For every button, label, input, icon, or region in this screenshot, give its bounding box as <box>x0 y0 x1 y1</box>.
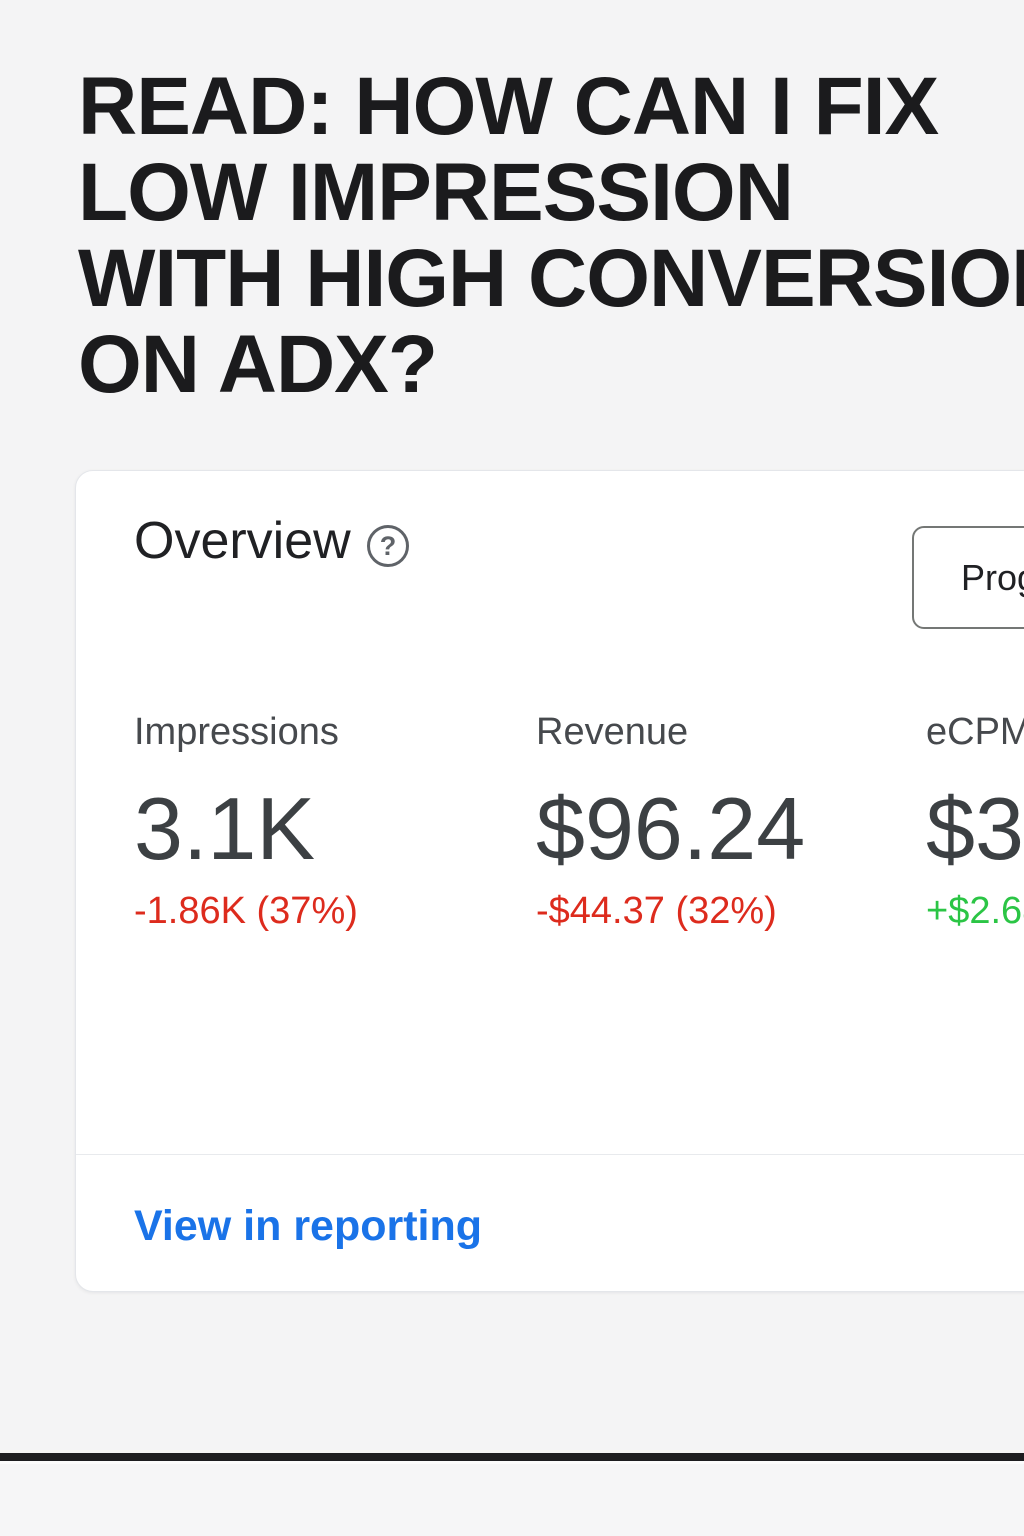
article-title-line-3: WITH HIGH CONVERSION <box>78 233 1024 324</box>
metric-label: Revenue <box>536 711 689 753</box>
metric-delta: +$2.68 <box>926 890 1024 932</box>
overview-heading: Overview <box>134 512 351 570</box>
metric-label: eCPM <box>926 711 1024 753</box>
metric-ecpm: eCPM $3 +$2.68 <box>926 711 1024 933</box>
section-separator-line <box>0 1453 1024 1461</box>
card-footer-divider <box>76 1154 1024 1155</box>
separator-highlight <box>0 1461 1024 1464</box>
prog-dropdown-button-label: Prog <box>961 556 1024 598</box>
article-title-line-2: LOW IMPRESSION <box>78 147 794 238</box>
overview-card: Overview ? Prog Impressions 3.1K -1.86K … <box>75 470 1024 1292</box>
question-mark-glyph: ? <box>379 531 397 561</box>
article-title-line-1: READ: HOW CAN I FIX <box>78 61 939 152</box>
metric-value: 3.1K <box>134 779 316 878</box>
metric-value: $3 <box>926 779 1024 878</box>
metric-delta: -$44.37 (32%) <box>536 890 777 932</box>
article-title-line-4: ON ADX? <box>78 319 438 410</box>
bottom-area <box>0 1464 1024 1536</box>
metric-impressions: Impressions 3.1K -1.86K (37%) <box>134 711 524 933</box>
metric-label: Impressions <box>134 711 339 753</box>
prog-dropdown-button[interactable]: Prog <box>912 526 1024 629</box>
metric-revenue: Revenue $96.24 -$44.37 (32%) <box>536 711 926 933</box>
metric-delta: -1.86K (37%) <box>134 890 358 932</box>
article-title: READ: HOW CAN I FIX LOW IMPRESSION WITH … <box>78 64 1024 408</box>
metric-value: $96.24 <box>536 779 806 878</box>
help-icon[interactable]: ? <box>367 525 409 567</box>
view-in-reporting-link[interactable]: View in reporting <box>134 1202 483 1250</box>
